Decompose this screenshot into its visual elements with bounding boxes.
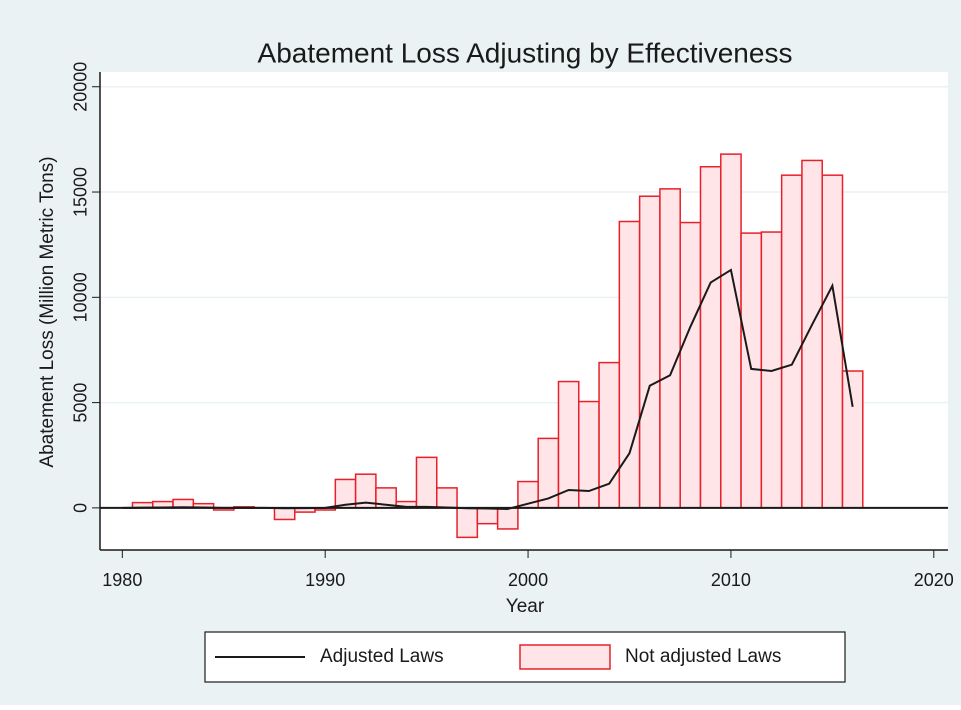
x-tick-label: 2000 — [508, 570, 548, 590]
bar — [436, 487, 458, 509]
bar — [638, 195, 661, 509]
legend-label: Adjusted Laws — [320, 646, 444, 667]
bar — [476, 507, 499, 525]
bar — [801, 159, 823, 509]
bar — [273, 507, 296, 521]
y-tick-label: 20000 — [71, 62, 91, 112]
bar — [557, 380, 580, 509]
legend-box — [204, 631, 846, 683]
x-tick-label: 2020 — [914, 570, 954, 590]
x-tick-label: 2010 — [711, 570, 751, 590]
bar — [679, 221, 702, 509]
bar — [456, 507, 479, 539]
y-tick-label: 15000 — [71, 167, 91, 217]
y-axis-label: Abatement Loss (Million Metric Tons) — [37, 156, 58, 467]
y-tick-label: 0 — [71, 503, 91, 513]
bar — [699, 166, 722, 509]
x-tick-label: 1980 — [102, 570, 142, 590]
y-tick-label: 10000 — [71, 272, 91, 322]
bar — [659, 188, 681, 509]
x-tick-label: 1990 — [305, 570, 345, 590]
bar — [496, 507, 519, 530]
y-tick-label: 5000 — [71, 383, 91, 423]
bar — [841, 370, 864, 509]
bar — [415, 456, 438, 509]
legend-label: Not adjusted Laws — [625, 646, 781, 667]
bar — [720, 153, 742, 509]
chart-title: Abatement Loss Adjusting by Effectivenes… — [258, 37, 793, 68]
bar — [821, 174, 844, 509]
bar — [780, 174, 803, 509]
x-axis-label: Year — [506, 596, 545, 617]
legend-swatch — [519, 644, 611, 670]
